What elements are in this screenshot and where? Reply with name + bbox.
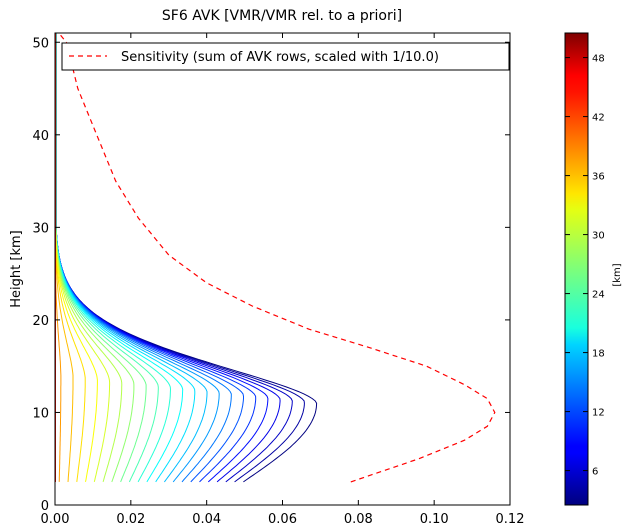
y-tick-label: 20 bbox=[32, 314, 49, 329]
x-tick-label: 0.06 bbox=[268, 512, 297, 527]
avk-row-line bbox=[55, 33, 172, 483]
colorbar-tick-label: 30 bbox=[592, 231, 605, 242]
colorbar-tick-label: 12 bbox=[592, 408, 605, 419]
sensitivity-line bbox=[58, 32, 496, 483]
x-tick-label: 0.02 bbox=[116, 512, 145, 527]
y-tick-label: 50 bbox=[32, 36, 49, 51]
avk-row-line bbox=[55, 33, 86, 482]
x-tick-label: 0.12 bbox=[496, 512, 525, 527]
avk-row-line bbox=[55, 33, 111, 483]
colorbar-ticks: 6 12 18 24 30 36 42 48 bbox=[565, 54, 605, 478]
legend: Sensitivity (sum of AVK rows, scaled wit… bbox=[61, 42, 510, 71]
colorbar-tick-label: 48 bbox=[592, 54, 605, 65]
y-axis: 0 10 20 30 40 50 bbox=[32, 36, 510, 514]
avk-rows bbox=[54, 33, 318, 483]
colorbar-tick-label: 36 bbox=[592, 172, 605, 183]
avk-row-line bbox=[55, 33, 281, 483]
x-axis: 0.00 0.02 0.04 0.06 0.08 0.10 0.12 bbox=[41, 33, 525, 527]
legend-sensitivity-label: Sensitivity (sum of AVK rows, scaled wit… bbox=[121, 50, 439, 65]
x-tick-label: 0.00 bbox=[41, 512, 70, 527]
avk-row-line bbox=[55, 33, 196, 483]
avk-row-line bbox=[55, 33, 293, 483]
avk-row-line bbox=[56, 33, 305, 483]
y-tick-label: 30 bbox=[32, 221, 49, 236]
avk-row-line bbox=[55, 33, 123, 483]
avk-row-line bbox=[55, 33, 147, 483]
avk-row-line bbox=[55, 33, 220, 483]
x-tick-label: 0.08 bbox=[344, 512, 373, 527]
legend-box bbox=[61, 42, 510, 71]
x-tick-label: 0.10 bbox=[420, 512, 449, 527]
y-tick-label: 0 bbox=[41, 499, 49, 514]
chart-title: SF6 AVK [VMR/VMR rel. to a priori] bbox=[162, 8, 402, 24]
colorbar bbox=[564, 32, 589, 506]
avk-row-line bbox=[55, 33, 135, 483]
colorbar-tick-label: 6 bbox=[592, 467, 598, 478]
plot-frame bbox=[54, 32, 511, 506]
sensitivity-series bbox=[58, 32, 496, 483]
colorbar-tick-label: 18 bbox=[592, 349, 605, 360]
colorbar-label: [km] bbox=[612, 263, 623, 286]
avk-row-line bbox=[55, 33, 269, 483]
avk-row-line bbox=[55, 33, 257, 483]
colorbar-tick-label: 42 bbox=[592, 113, 605, 124]
colorbar-tick-label: 24 bbox=[592, 290, 605, 301]
y-tick-label: 10 bbox=[32, 406, 49, 421]
y-tick-label: 40 bbox=[32, 129, 49, 144]
avk-row-line bbox=[55, 33, 98, 483]
x-tick-label: 0.04 bbox=[192, 512, 221, 527]
y-axis-label: Height [km] bbox=[9, 230, 24, 307]
